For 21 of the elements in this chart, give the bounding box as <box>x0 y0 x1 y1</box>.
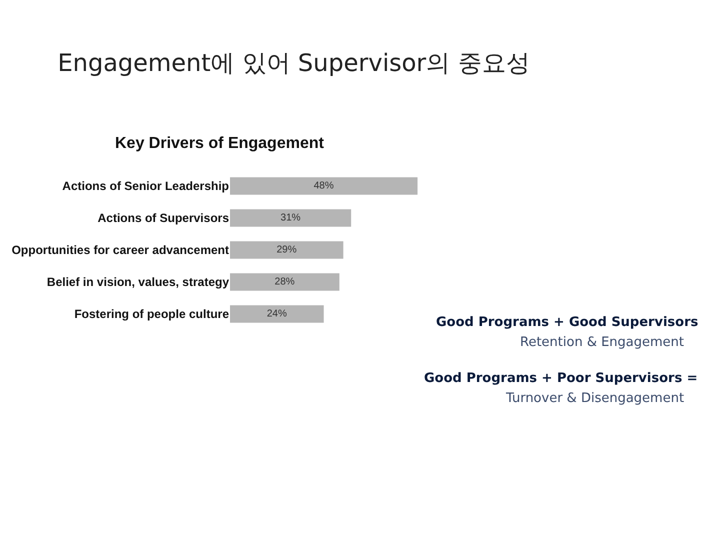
text: Retention & Engagement <box>520 335 684 350</box>
bar <box>230 241 344 259</box>
chart-title: Engagement에 있어 Supervisor의 중요성 <box>58 48 530 77</box>
y-tick-label: Opportunities for career advancement <box>12 243 229 258</box>
y-tick-label: Belief in vision, values, strategy <box>46 275 230 290</box>
text: Turnover & Disengagement <box>505 391 684 406</box>
y-tick-label: Actions of Supervisors <box>98 211 230 226</box>
bar <box>230 273 340 291</box>
data-label: 31% <box>280 212 301 224</box>
bar <box>230 177 418 195</box>
data-label: 28% <box>274 276 295 288</box>
chart-subtitle: Key Drivers of Engagement <box>115 135 325 152</box>
y-tick-label: Actions of Senior Leadership <box>62 179 229 194</box>
bar <box>230 305 324 323</box>
data-label: 29% <box>276 244 297 256</box>
bar <box>230 209 352 227</box>
data-label: 24% <box>266 308 287 320</box>
text: Good Programs + Poor Supervisors = <box>424 371 698 386</box>
text: Good Programs + Good Supervisors <box>436 315 698 330</box>
data-label: 48% <box>314 180 334 192</box>
y-tick-label: Fostering of people culture <box>74 307 230 322</box>
